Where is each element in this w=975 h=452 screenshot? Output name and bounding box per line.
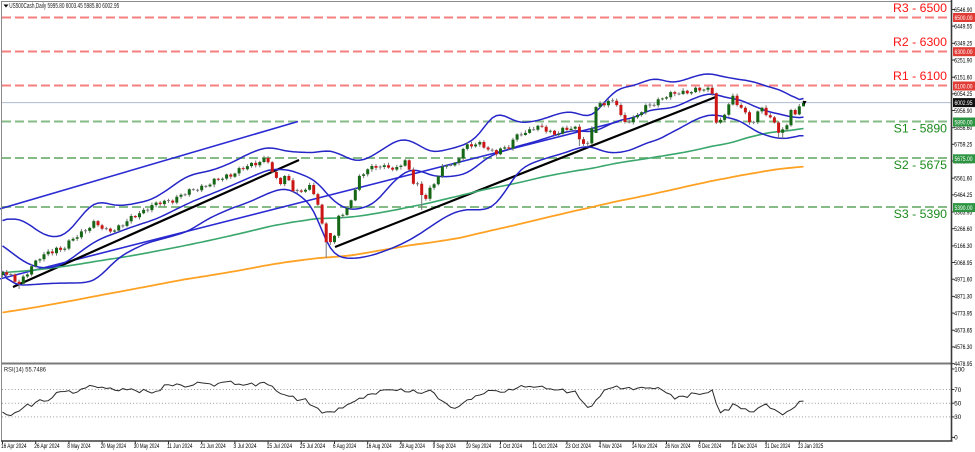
svg-text:30 May 2024: 30 May 2024 xyxy=(134,443,160,450)
svg-text:4 Nov 2024: 4 Nov 2024 xyxy=(599,443,623,450)
svg-text:5363.95: 5363.95 xyxy=(954,209,972,216)
svg-text:100: 100 xyxy=(954,366,965,373)
svg-text:13 Jan 2025: 13 Jan 2025 xyxy=(798,443,824,450)
svg-text:6449.55: 6449.55 xyxy=(954,23,972,30)
svg-text:31 Dec 2024: 31 Dec 2024 xyxy=(765,443,791,450)
svg-text:R1 - 6100: R1 - 6100 xyxy=(893,69,947,83)
svg-text:25 Jul 2024: 25 Jul 2024 xyxy=(300,443,326,450)
svg-text:5890.00: 5890.00 xyxy=(955,119,973,126)
svg-text:6546.90: 6546.90 xyxy=(954,7,972,14)
svg-text:S3 - 5390: S3 - 5390 xyxy=(894,207,947,221)
svg-text:5759.25: 5759.25 xyxy=(954,142,972,149)
svg-text:R2 - 6300: R2 - 6300 xyxy=(893,35,947,49)
svg-text:8 May 2024: 8 May 2024 xyxy=(67,443,91,450)
svg-text:15 Jul 2024: 15 Jul 2024 xyxy=(267,443,293,450)
svg-text:28 Aug 2024: 28 Aug 2024 xyxy=(399,443,425,450)
svg-text:4773.95: 4773.95 xyxy=(954,310,972,317)
svg-text:3 Jul 2024: 3 Jul 2024 xyxy=(233,443,257,450)
svg-text:26 Nov 2024: 26 Nov 2024 xyxy=(665,443,691,450)
svg-text:5068.95: 5068.95 xyxy=(954,260,972,267)
svg-text:0: 0 xyxy=(954,435,958,442)
svg-text:1 Oct 2024: 1 Oct 2024 xyxy=(499,443,523,450)
svg-text:5561.60: 5561.60 xyxy=(954,176,972,183)
svg-text:6054.25: 6054.25 xyxy=(954,91,972,98)
svg-text:26 Apr 2024: 26 Apr 2024 xyxy=(34,443,60,450)
svg-text:5266.60: 5266.60 xyxy=(954,226,972,233)
svg-text:6100.00: 6100.00 xyxy=(955,83,973,90)
svg-text:US500Cash,Daily 5995.80 6003.: US500Cash,Daily 5995.80 6003.45 5985.80 … xyxy=(9,3,119,10)
svg-text:6349.25: 6349.25 xyxy=(954,41,972,48)
svg-text:50: 50 xyxy=(954,401,961,408)
svg-text:23 Oct 2024: 23 Oct 2024 xyxy=(565,443,591,450)
svg-text:4871.30: 4871.30 xyxy=(954,294,972,301)
svg-text:5675.00: 5675.00 xyxy=(955,156,973,163)
svg-text:6500.00: 6500.00 xyxy=(955,15,973,22)
svg-text:6 Aug 2024: 6 Aug 2024 xyxy=(333,443,357,450)
svg-text:14 Nov 2024: 14 Nov 2024 xyxy=(632,443,658,450)
svg-text:11 Oct 2024: 11 Oct 2024 xyxy=(532,443,558,450)
svg-text:30: 30 xyxy=(954,414,961,421)
svg-text:21 Jun 2024: 21 Jun 2024 xyxy=(200,443,226,450)
svg-text:R3 - 6500: R3 - 6500 xyxy=(893,1,947,15)
svg-text:6002.95: 6002.95 xyxy=(955,100,973,107)
svg-text:11 Jun 2024: 11 Jun 2024 xyxy=(167,443,193,450)
svg-text:20 May 2024: 20 May 2024 xyxy=(101,443,127,450)
svg-text:S1 - 5890: S1 - 5890 xyxy=(894,122,947,136)
svg-text:70: 70 xyxy=(954,387,961,394)
svg-text:4673.65: 4673.65 xyxy=(954,328,972,335)
svg-text:6151.60: 6151.60 xyxy=(954,75,972,82)
svg-text:16 Aug 2024: 16 Aug 2024 xyxy=(366,443,392,450)
svg-text:5166.30: 5166.30 xyxy=(954,243,972,250)
svg-text:5856.60: 5856.60 xyxy=(954,125,972,132)
svg-text:RSI(14) 55.7486: RSI(14) 55.7486 xyxy=(4,367,46,374)
svg-text:4576.30: 4576.30 xyxy=(954,344,972,351)
svg-text:9 Sep 2024: 9 Sep 2024 xyxy=(433,443,457,450)
svg-text:4971.60: 4971.60 xyxy=(954,277,972,284)
svg-text:6300.00: 6300.00 xyxy=(955,49,973,56)
svg-text:6251.90: 6251.90 xyxy=(954,57,972,64)
svg-text:5390.00: 5390.00 xyxy=(955,205,973,212)
svg-text:4478.95: 4478.95 xyxy=(954,361,972,368)
svg-text:5464.25: 5464.25 xyxy=(954,192,972,199)
svg-text:S2 - 5675: S2 - 5675 xyxy=(894,158,947,172)
svg-text:5956.90: 5956.90 xyxy=(954,108,972,115)
svg-text:6 Dec 2024: 6 Dec 2024 xyxy=(698,443,722,450)
svg-text:18 Dec 2024: 18 Dec 2024 xyxy=(731,443,757,450)
svg-text:19 Sep 2024: 19 Sep 2024 xyxy=(466,443,492,450)
svg-text:16 Apr 2024: 16 Apr 2024 xyxy=(1,443,27,450)
